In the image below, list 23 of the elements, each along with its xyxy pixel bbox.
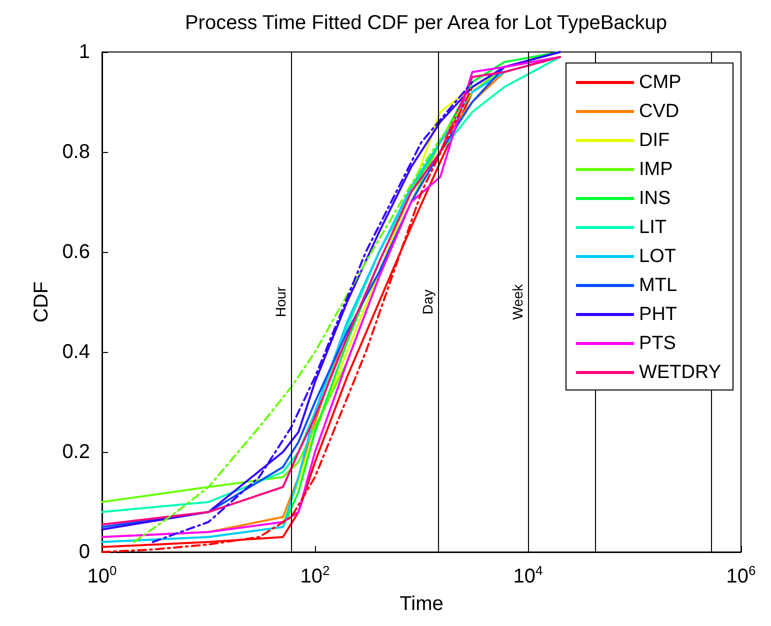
legend-label: LIT — [639, 217, 667, 238]
legend-label: INS — [639, 188, 671, 209]
y-tick-label: 0.4 — [62, 341, 90, 363]
ref-line-label: Day — [419, 290, 436, 314]
legend-label: CMP — [639, 72, 682, 93]
ref-line-label: Week — [509, 283, 526, 320]
legend-label: PHT — [639, 304, 678, 325]
chart-title: Process Time Fitted CDF per Area for Lot TypeBackup — [184, 12, 668, 34]
ref-line-label: Hour — [272, 286, 288, 318]
y-tick-label: 0.8 — [62, 141, 90, 163]
legend-label: LOT — [639, 246, 676, 267]
legend-label: MTL — [639, 275, 678, 296]
y-tick-label: 0.2 — [62, 441, 90, 463]
x-axis-title: Time — [400, 593, 444, 615]
y-tick-label: 0 — [78, 541, 90, 563]
legend-label: WETDRY — [639, 362, 722, 383]
legend-label: DIF — [639, 130, 670, 151]
legend-label: PTS — [639, 333, 676, 354]
y-tick-label: 1 — [78, 41, 90, 63]
legend-label: CVD — [639, 101, 680, 122]
y-tick-label: 0.6 — [62, 241, 90, 263]
y-axis-title: CDF — [30, 281, 52, 323]
legend-label: IMP — [639, 159, 673, 180]
